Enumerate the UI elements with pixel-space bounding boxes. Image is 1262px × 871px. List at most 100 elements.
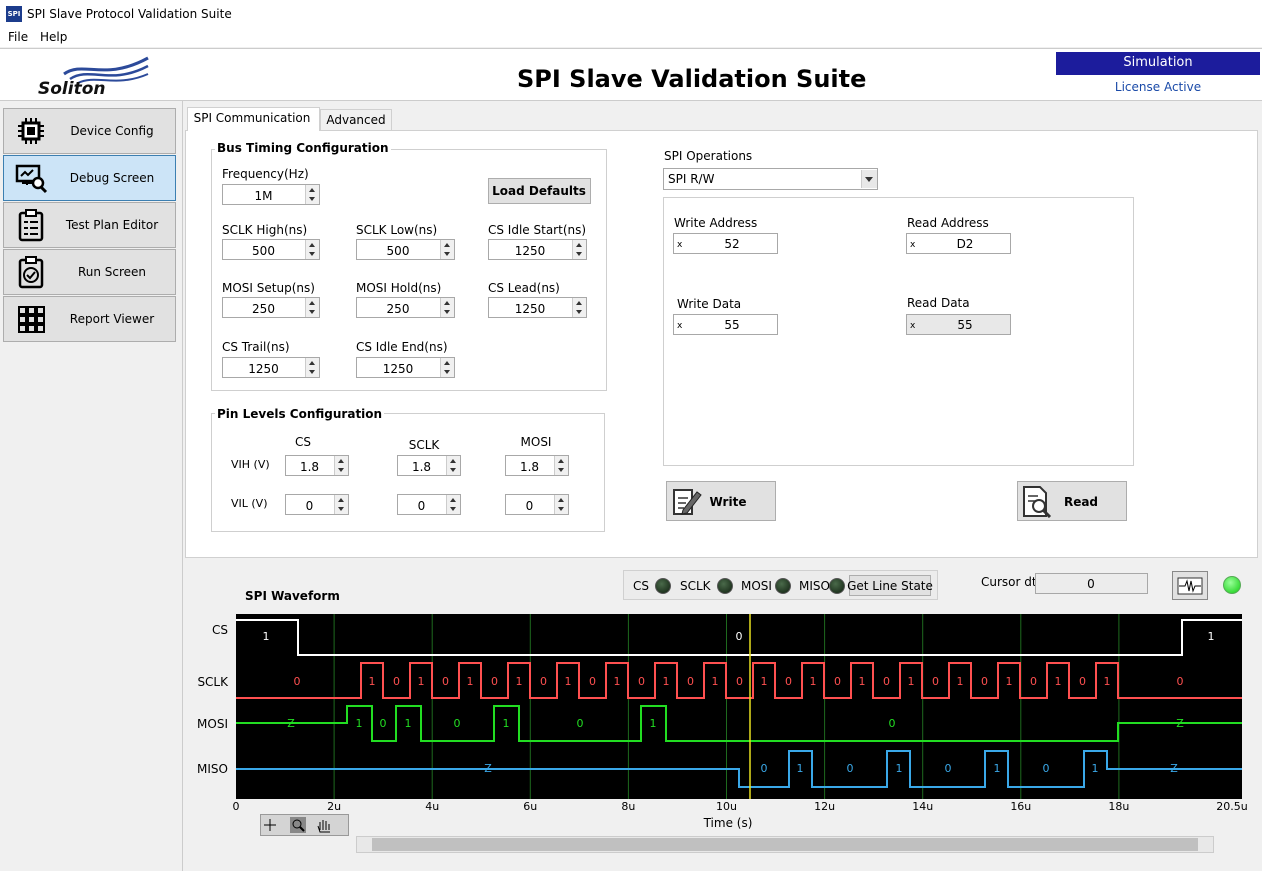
numeric-control[interactable]: [222, 357, 320, 378]
dropdown[interactable]: [663, 168, 878, 190]
nav-button[interactable]: [3, 155, 176, 201]
numeric-value[interactable]: 0: [305, 498, 314, 513]
numeric-control[interactable]: [222, 184, 320, 205]
numeric-control[interactable]: [222, 297, 320, 318]
led: [829, 578, 845, 594]
spin-buttons[interactable]: [334, 456, 348, 475]
numeric-control[interactable]: [285, 455, 349, 476]
numeric-value[interactable]: 1250: [382, 361, 414, 376]
nav-label[interactable]: Report Viewer: [69, 312, 155, 326]
button-label[interactable]: Get Line State: [847, 579, 933, 593]
numeric-value[interactable]: 0: [525, 498, 534, 513]
cursor-label: Cursor dt: [981, 575, 1037, 589]
led: [775, 578, 791, 594]
waveform-title: SPI Waveform: [245, 589, 340, 603]
field-label: Read Address: [907, 216, 989, 230]
numeric-value[interactable]: 250: [386, 301, 410, 316]
nav-button[interactable]: [3, 296, 176, 342]
numeric-control[interactable]: [488, 297, 587, 318]
nav-label[interactable]: Device Config: [70, 124, 154, 138]
numeric-value[interactable]: 0: [417, 498, 426, 513]
spin-buttons[interactable]: [572, 298, 586, 317]
text-input[interactable]: [673, 314, 778, 335]
numeric-value[interactable]: 1250: [514, 301, 546, 316]
field-label: CS Lead(ns): [488, 281, 560, 295]
spin-down: [444, 370, 450, 374]
spin-buttons[interactable]: [305, 298, 319, 317]
numeric-control[interactable]: [505, 455, 569, 476]
numeric-value[interactable]: 1250: [514, 243, 546, 258]
spin-down: [338, 507, 344, 511]
numeric-control[interactable]: [356, 297, 455, 318]
numeric-control[interactable]: [285, 494, 349, 515]
menu-item[interactable]: Help: [40, 30, 68, 44]
numeric-control[interactable]: [488, 239, 587, 260]
tab-label[interactable]: Advanced: [326, 113, 386, 127]
spin-buttons[interactable]: [440, 358, 454, 377]
spin-buttons[interactable]: [305, 240, 319, 259]
column-header: MOSI: [520, 435, 552, 449]
button-label[interactable]: Read: [1063, 495, 1099, 509]
spin-buttons[interactable]: [446, 495, 460, 514]
numeric-value[interactable]: 500: [386, 243, 410, 258]
button-label[interactable]: Load Defaults: [492, 184, 586, 198]
spin-buttons[interactable]: [305, 185, 319, 204]
text-input[interactable]: [906, 233, 1011, 254]
button[interactable]: [849, 575, 931, 596]
numeric-control[interactable]: [356, 239, 455, 260]
spin-buttons[interactable]: [572, 240, 586, 259]
spin-buttons[interactable]: [554, 456, 568, 475]
nav-label[interactable]: Test Plan Editor: [65, 218, 159, 232]
numeric-control[interactable]: [505, 494, 569, 515]
field-value[interactable]: D2: [956, 237, 974, 251]
numeric-value[interactable]: 1250: [248, 361, 279, 376]
row-label: VIL (V): [231, 497, 268, 510]
spin-up: [444, 361, 450, 365]
button-icon: [673, 489, 702, 515]
pin-label: CS: [633, 579, 649, 593]
tab[interactable]: [320, 109, 392, 131]
nav-label[interactable]: Debug Screen: [69, 171, 155, 185]
spin-buttons[interactable]: [440, 240, 454, 259]
nav-label[interactable]: Run Screen: [77, 265, 147, 279]
window-title: SPI Slave Protocol Validation Suite: [27, 7, 232, 21]
spin-buttons[interactable]: [334, 495, 348, 514]
field-value[interactable]: 55: [724, 318, 740, 332]
numeric-value[interactable]: 1.8: [411, 459, 432, 474]
indicator: [906, 314, 1011, 335]
title-bar: [0, 0, 1262, 28]
field-value[interactable]: 52: [724, 237, 740, 251]
button-label[interactable]: Write: [709, 495, 747, 509]
field-label: MOSI Setup(ns): [222, 281, 315, 295]
numeric-control[interactable]: [222, 239, 320, 260]
spin-buttons[interactable]: [554, 495, 568, 514]
spin-down: [309, 310, 315, 314]
text-input[interactable]: [673, 233, 778, 254]
tab[interactable]: [187, 107, 320, 131]
numeric-value[interactable]: 500: [252, 243, 275, 258]
pin-label: SCLK: [680, 579, 711, 593]
button[interactable]: [488, 178, 591, 204]
tab-label[interactable]: SPI Communication: [193, 111, 311, 125]
spin-buttons[interactable]: [440, 298, 454, 317]
menu-item[interactable]: File: [8, 30, 29, 44]
numeric-control[interactable]: [356, 357, 455, 378]
numeric-value[interactable]: 250: [252, 301, 275, 316]
radix-label: x: [677, 240, 683, 250]
spin-up: [576, 301, 582, 305]
numeric-value[interactable]: 1M: [254, 188, 273, 203]
field-label: SCLK Low(ns): [356, 223, 438, 237]
spin-buttons[interactable]: [446, 456, 460, 475]
spin-buttons[interactable]: [305, 358, 319, 377]
spin-down: [309, 370, 315, 374]
scroll-thumb[interactable]: [372, 838, 1198, 851]
tool-icons[interactable]: [262, 816, 346, 834]
numeric-value[interactable]: 1.8: [519, 459, 540, 474]
numeric-control[interactable]: [397, 455, 461, 476]
numeric-control[interactable]: [397, 494, 461, 515]
numeric-value[interactable]: 1.8: [299, 459, 320, 474]
spin-up: [309, 243, 315, 247]
app-icon: SPI: [6, 6, 22, 22]
dropdown-value[interactable]: SPI R/W: [668, 172, 715, 186]
